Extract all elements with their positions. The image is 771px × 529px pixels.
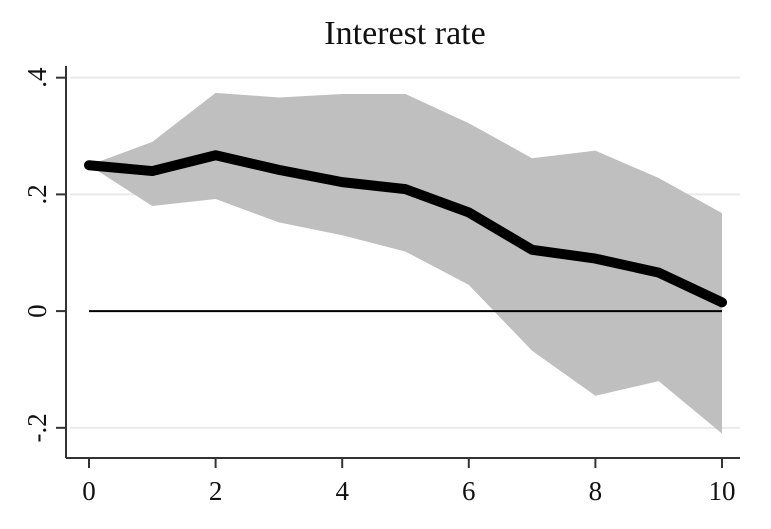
y-tick-label-3: .4 — [22, 67, 52, 88]
x-tick-label-5: 10 — [709, 476, 736, 506]
series-line — [84, 150, 727, 308]
y-tick-label-1: 0 — [22, 304, 52, 318]
chart-title: Interest rate — [324, 15, 485, 52]
x-tick-label-1: 2 — [209, 476, 223, 506]
x-tick-label-4: 8 — [589, 476, 603, 506]
x-tick-label-3: 6 — [462, 476, 476, 506]
x-tick-label-0: 0 — [82, 476, 96, 506]
confidence-band — [89, 92, 722, 434]
y-tick-label-0: -.2 — [22, 413, 52, 442]
y-tick-label-2: .2 — [22, 184, 52, 204]
x-tick-label-2: 4 — [335, 476, 349, 506]
